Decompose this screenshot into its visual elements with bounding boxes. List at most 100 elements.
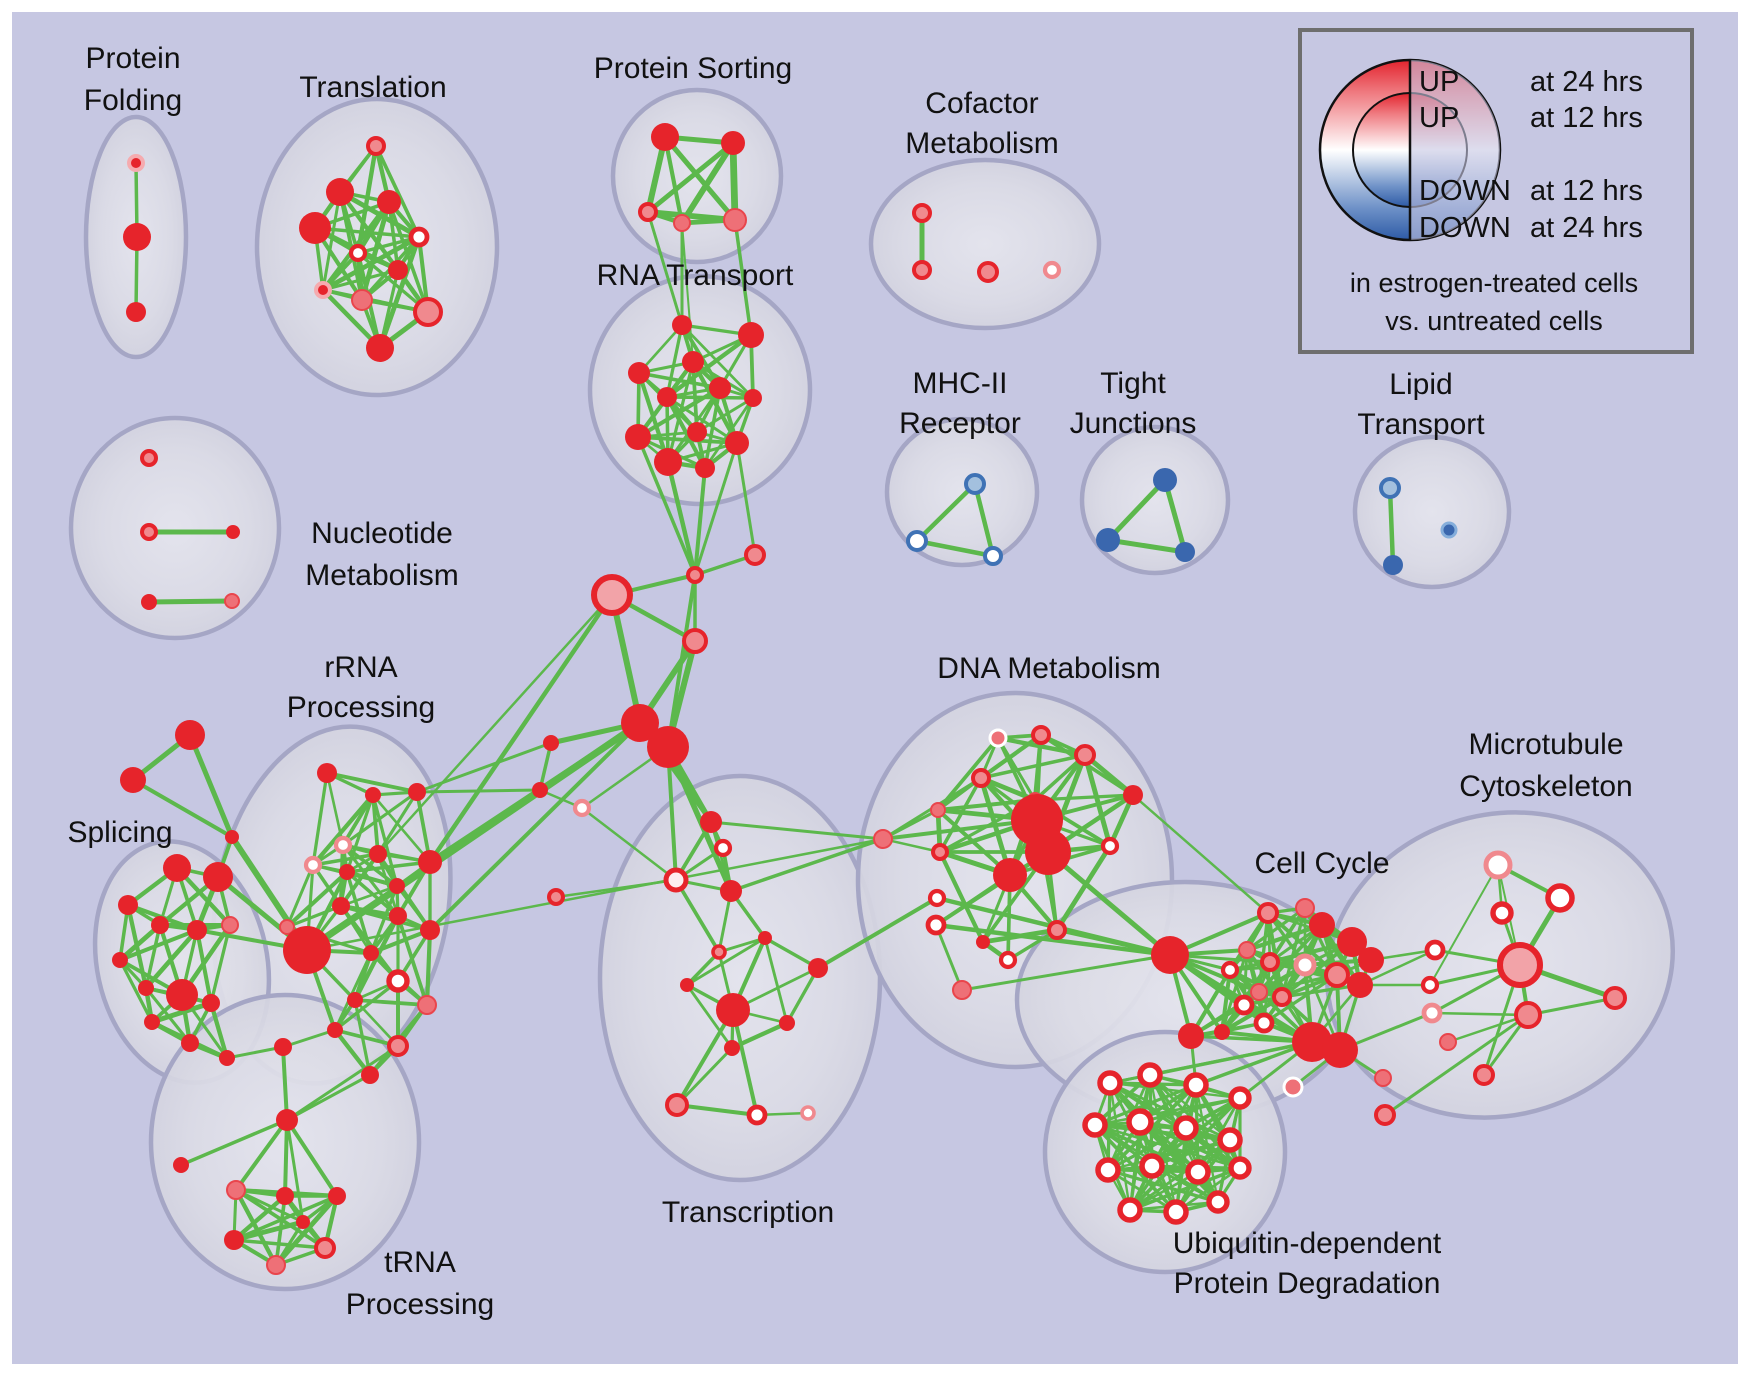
node-tr10 xyxy=(413,297,443,327)
legend-row-1-direction: UP xyxy=(1419,102,1459,134)
edge xyxy=(1105,537,1188,555)
edge xyxy=(972,481,996,559)
node-rr2 xyxy=(365,787,381,803)
edge xyxy=(960,953,1172,992)
node-tb1 xyxy=(226,1180,246,1200)
node-mtb2 xyxy=(1420,975,1440,995)
edge xyxy=(368,927,433,956)
node-mh2 xyxy=(906,530,928,552)
edge xyxy=(187,732,235,840)
edge xyxy=(1054,843,1113,933)
edge xyxy=(538,741,553,792)
node-ch6 xyxy=(532,782,548,798)
node-rt5 xyxy=(657,387,677,407)
node-rr12 xyxy=(279,919,295,935)
node-rr20 xyxy=(387,1035,409,1057)
node-pf3 xyxy=(126,302,146,322)
edge xyxy=(1194,1040,1314,1087)
node-rt2 xyxy=(738,322,764,348)
node-wr xyxy=(927,888,947,908)
edge xyxy=(665,459,698,578)
edge xyxy=(816,896,939,970)
edge xyxy=(1138,1096,1242,1124)
edge xyxy=(208,1000,230,1061)
legend-row-0-time: at 24 hrs xyxy=(1530,66,1643,98)
legend-row-3-direction: DOWN xyxy=(1419,212,1511,244)
node-sp2 xyxy=(203,862,233,892)
node-tj3 xyxy=(1175,542,1195,562)
edge xyxy=(305,837,885,952)
node-tc10 xyxy=(779,1015,795,1031)
node-tr1 xyxy=(366,136,386,156)
edge xyxy=(1128,1170,1200,1212)
node-tc4 xyxy=(720,880,742,902)
edge xyxy=(785,966,820,1025)
cluster-ubiquitin-degradation-label: Ubiquitin-dependent Protein Degradation xyxy=(1173,1227,1442,1300)
edge xyxy=(313,226,421,239)
edge xyxy=(609,592,643,726)
node-cm4 xyxy=(1042,260,1062,280)
node-rr8 xyxy=(418,850,442,874)
node-tt1 xyxy=(274,1038,292,1056)
node-sp13 xyxy=(219,1050,235,1066)
edge xyxy=(1045,849,1173,958)
edge xyxy=(146,598,235,605)
node-rr6 xyxy=(339,864,355,880)
legend-row-2-direction: DOWN xyxy=(1419,175,1511,207)
node-tj2 xyxy=(1096,528,1120,552)
edge xyxy=(310,792,376,868)
edge xyxy=(285,1073,372,1122)
edge xyxy=(693,441,739,577)
node-rt9 xyxy=(625,424,651,450)
edge xyxy=(1262,973,1339,1025)
edge xyxy=(285,1044,400,1122)
node-cc3c xyxy=(1358,947,1384,973)
node-cc7 xyxy=(1324,962,1350,988)
node-rr17 xyxy=(417,995,437,1015)
legend: UP at 24 hrs UP at 12 hrs DOWN at 12 hrs DOWN a… xyxy=(1298,28,1694,354)
node-ub13 xyxy=(1117,1197,1143,1223)
edge xyxy=(234,1118,289,1192)
node-rr9 xyxy=(389,878,405,894)
node-rr3 xyxy=(408,783,426,801)
node-tc2 xyxy=(713,838,733,858)
node-tc11 xyxy=(724,1040,740,1056)
node-lp1 xyxy=(1379,477,1401,499)
node-ps5 xyxy=(723,208,747,232)
edge xyxy=(311,771,329,867)
node-tr7 xyxy=(388,260,408,280)
edge xyxy=(179,1118,289,1167)
edge xyxy=(685,983,734,1050)
node-ch2 xyxy=(744,544,766,566)
node-dm17 xyxy=(952,980,972,1000)
node-ub1 xyxy=(1097,1070,1123,1096)
node-br1 xyxy=(873,829,893,849)
edge xyxy=(1257,973,1339,994)
node-dmBig2 xyxy=(1025,829,1071,875)
node-px2 xyxy=(1374,1104,1396,1126)
cluster-nucleotide-metabolism-ellipse xyxy=(68,415,282,641)
node-tr5 xyxy=(408,226,430,248)
cluster-mhc-ii-receptor-label: MHC-II Receptor xyxy=(899,367,1021,440)
edge xyxy=(1383,1013,1530,1117)
node-ub6 xyxy=(1126,1108,1154,1136)
node-rt12 xyxy=(725,431,749,455)
edge xyxy=(1244,922,1325,953)
edge xyxy=(729,139,739,224)
legend-caption-line-1: vs. untreated cells xyxy=(1385,306,1603,336)
edge xyxy=(735,441,757,557)
edge xyxy=(118,958,154,1024)
edge xyxy=(733,218,753,337)
edge xyxy=(646,210,684,327)
edge xyxy=(371,793,380,856)
edge xyxy=(731,1008,759,1117)
edge xyxy=(303,719,644,954)
edge xyxy=(355,143,379,256)
node-hub1 xyxy=(621,704,659,742)
edge xyxy=(232,1238,327,1250)
edge xyxy=(554,878,678,899)
node-mt2 xyxy=(1545,883,1575,913)
node-tr2 xyxy=(326,178,354,206)
edge xyxy=(1106,1138,1232,1172)
node-rrBig xyxy=(283,926,331,974)
